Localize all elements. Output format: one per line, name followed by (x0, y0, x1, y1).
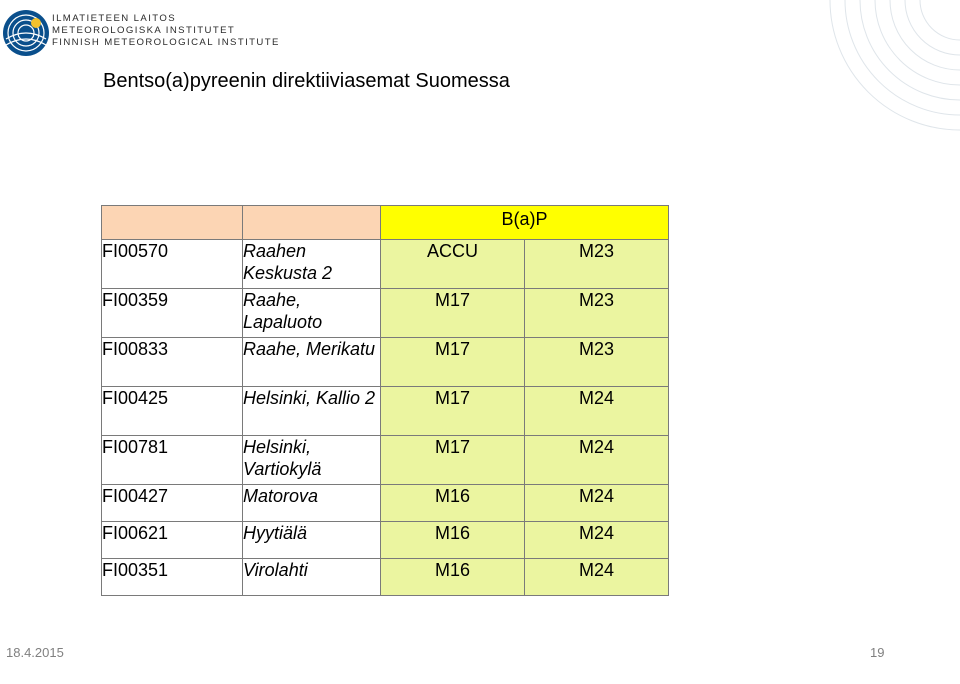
method-cell: ACCU (380, 239, 525, 289)
zone-cell: M24 (524, 386, 669, 436)
table-row: FI00351 Virolahti M16 M24 (101, 558, 669, 596)
stations-table: B(a)P FI00570 Raahen Keskusta 2 ACCU M23… (101, 205, 669, 596)
org-name-finnish: ILMATIETEEN LAITOS (52, 13, 177, 24)
header-cell-empty-1 (101, 205, 243, 240)
station-id: FI00570 (101, 239, 243, 289)
footer-date: 18.4.2015 (6, 645, 64, 660)
station-place: Helsinki, Kallio 2 (242, 386, 381, 436)
slide-title: Bentso(a)pyreenin direktiiviasemat Suome… (103, 70, 510, 92)
station-id: FI00621 (101, 521, 243, 559)
table-row: FI00570 Raahen Keskusta 2 ACCU M23 (101, 239, 669, 289)
zone-cell: M24 (524, 521, 669, 559)
station-id: FI00425 (101, 386, 243, 436)
method-cell: M17 (380, 288, 525, 338)
method-cell: M17 (380, 337, 525, 387)
method-cell: M16 (380, 484, 525, 522)
zone-cell: M24 (524, 484, 669, 522)
header-bap: B(a)P (380, 205, 669, 240)
station-id: FI00351 (101, 558, 243, 596)
station-place: Helsinki, Vartiokylä (242, 435, 381, 485)
method-cell: M16 (380, 521, 525, 559)
zone-cell: M23 (524, 337, 669, 387)
method-cell: M17 (380, 435, 525, 485)
table-header-row: B(a)P (101, 205, 669, 240)
station-id: FI00781 (101, 435, 243, 485)
fmi-logo-icon (3, 10, 49, 56)
table-row: FI00359 Raahe, Lapaluoto M17 M23 (101, 288, 669, 338)
table-row: FI00427 Matorova M16 M24 (101, 484, 669, 522)
station-place: Raahe, Merikatu (242, 337, 381, 387)
header-cell-empty-2 (242, 205, 381, 240)
station-place: Raahen Keskusta 2 (242, 239, 381, 289)
zone-cell: M23 (524, 288, 669, 338)
station-id: FI00427 (101, 484, 243, 522)
organization-name: ILMATIETEEN LAITOS METEOROLOGISKA INSTIT… (52, 13, 280, 49)
method-cell: M16 (380, 558, 525, 596)
page-number: 19 (870, 645, 885, 660)
org-name-english: FINNISH METEOROLOGICAL INSTITUTE (52, 37, 280, 48)
station-place: Matorova (242, 484, 381, 522)
station-place: Raahe, Lapaluoto (242, 288, 381, 338)
method-cell: M17 (380, 386, 525, 436)
station-id: FI00359 (101, 288, 243, 338)
zone-cell: M24 (524, 435, 669, 485)
table-row: FI00833 Raahe, Merikatu M17 M23 (101, 337, 669, 387)
zone-cell: M24 (524, 558, 669, 596)
station-id: FI00833 (101, 337, 243, 387)
station-place: Hyytiälä (242, 521, 381, 559)
table-row: FI00621 Hyytiälä M16 M24 (101, 521, 669, 559)
decorative-arcs (829, 0, 960, 131)
table-row: FI00781 Helsinki, Vartiokylä M17 M24 (101, 435, 669, 485)
org-name-swedish: METEOROLOGISKA INSTITUTET (52, 25, 236, 36)
table-row: FI00425 Helsinki, Kallio 2 M17 M24 (101, 386, 669, 436)
station-place: Virolahti (242, 558, 381, 596)
zone-cell: M23 (524, 239, 669, 289)
